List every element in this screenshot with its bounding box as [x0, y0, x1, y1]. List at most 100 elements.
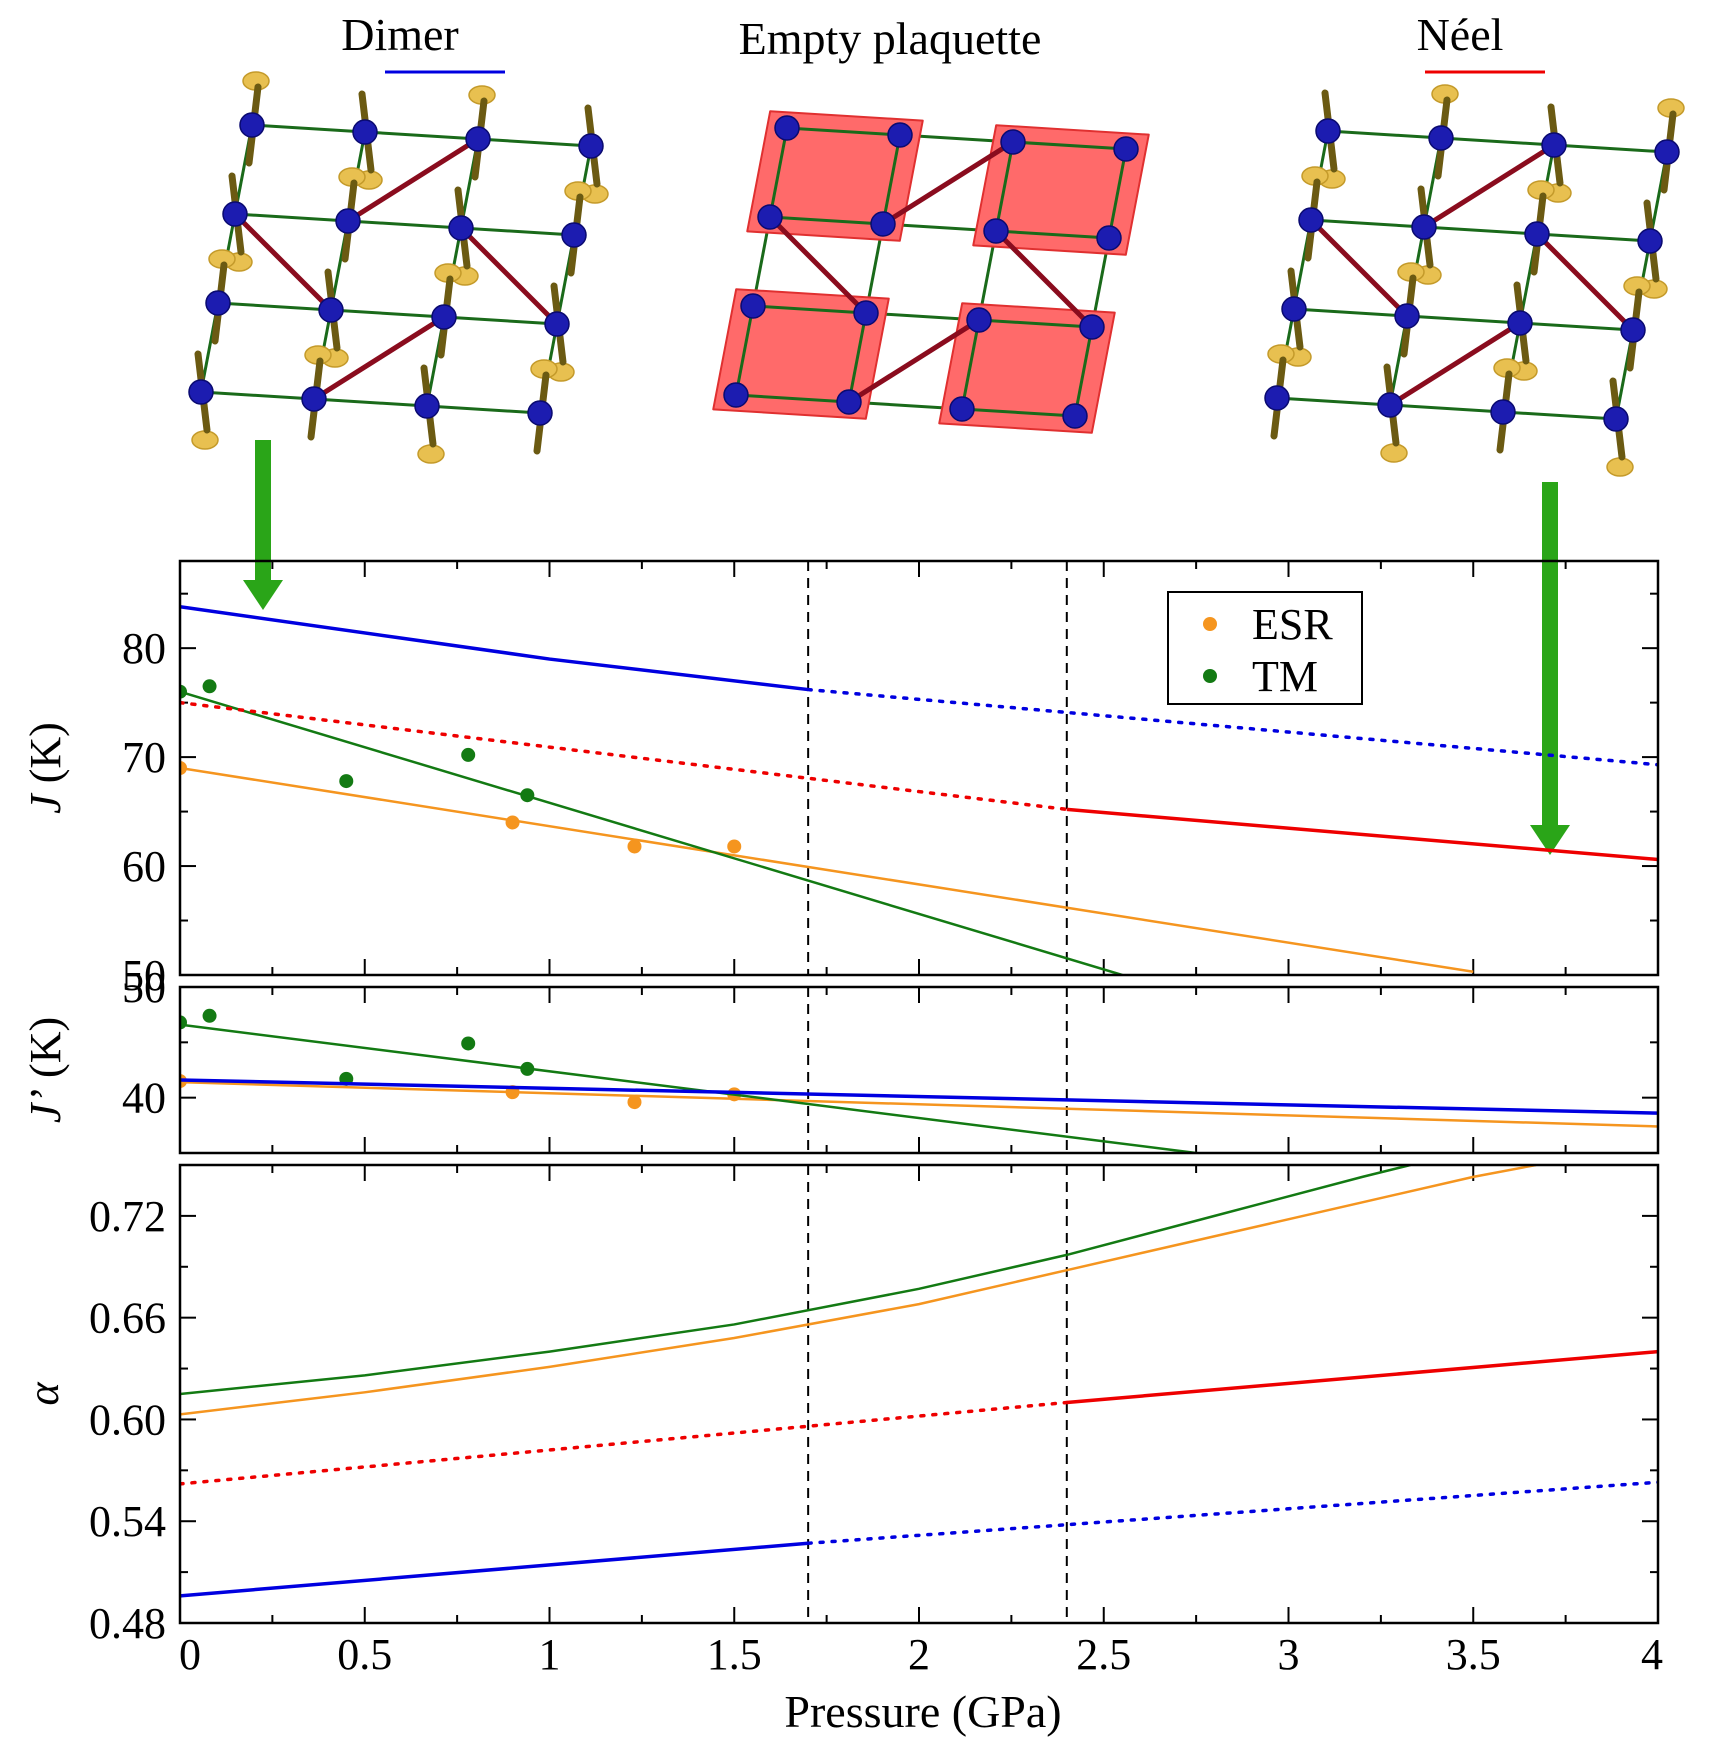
series-line	[180, 1165, 1537, 1416]
y-tick-label: 40	[122, 1074, 166, 1123]
x-tick-label: 0.5	[337, 1630, 392, 1679]
square-bond	[768, 127, 789, 218]
x-tick-label: 2	[908, 1630, 930, 1679]
panel-frame	[178, 1163, 1660, 1625]
lattice-site	[527, 400, 553, 426]
series-line	[180, 1541, 809, 1598]
square-bond	[1406, 314, 1521, 325]
y-tick-label: 0.60	[89, 1395, 166, 1444]
square-bond	[960, 319, 981, 410]
lattice-site	[723, 382, 749, 408]
lattice-illustrations	[188, 71, 1685, 477]
square-bond	[251, 123, 366, 134]
square-bond	[961, 407, 1076, 418]
lattice-site	[205, 290, 231, 316]
square-bond	[364, 130, 479, 141]
series-group	[180, 1008, 1658, 1153]
panel-frame	[178, 559, 1660, 977]
x-tick-label: 1	[539, 1630, 561, 1679]
lattice-site	[1637, 228, 1663, 254]
lattice-site	[318, 297, 344, 323]
square-bond	[769, 215, 884, 226]
lattice-site	[1000, 129, 1026, 155]
series-line	[1066, 807, 1658, 862]
y-tick-label: 0.54	[89, 1497, 166, 1546]
square-bond	[330, 308, 445, 319]
lattice-site	[836, 389, 862, 415]
spin-cone	[417, 444, 445, 464]
y-tick-label: 0.66	[89, 1294, 166, 1343]
x-tick-label: 3.5	[1446, 1630, 1501, 1679]
y-axis-label: J’ (K)	[21, 1017, 70, 1123]
lattice-site	[1298, 207, 1324, 233]
square-bond	[734, 305, 755, 396]
lattice-site	[1524, 221, 1550, 247]
lattice-site	[1428, 125, 1454, 151]
series-group	[180, 1165, 1658, 1598]
square-bond	[477, 137, 592, 148]
arrow-shaft	[255, 440, 271, 582]
neel-title: Néel	[1416, 9, 1504, 60]
diagonal-bond	[1422, 142, 1556, 230]
lattice-site	[222, 201, 248, 227]
square-bond	[443, 315, 558, 326]
y-axis-label-symbol: α	[19, 1382, 68, 1406]
square-bond	[847, 312, 868, 403]
legend-box	[1167, 591, 1363, 705]
square-bond	[995, 229, 1110, 240]
spin-cone	[1606, 457, 1634, 477]
x-tick-label: 1.5	[707, 1630, 762, 1679]
square-bond	[1553, 143, 1668, 154]
square-bond	[1012, 140, 1127, 151]
lattice-site	[578, 133, 604, 159]
series-line	[180, 1078, 1658, 1115]
y-tick-label: 50	[122, 963, 166, 1012]
square-bond	[786, 126, 901, 137]
square-bond	[200, 390, 315, 401]
square-bond	[1310, 218, 1425, 229]
lattice-site	[544, 311, 570, 337]
y-axis-label: J (K)	[21, 722, 70, 814]
data-point-tm	[461, 1036, 476, 1051]
lattice-site	[853, 300, 879, 326]
data-point-esr	[627, 839, 642, 854]
data-point-tm	[202, 1008, 217, 1023]
series-line	[180, 605, 809, 692]
lattice-site	[774, 115, 800, 141]
x-axis-label: Pressure (GPa)	[784, 1686, 1061, 1737]
lattice-site	[1490, 399, 1516, 425]
y-axis-label-symbol: J’	[21, 1089, 70, 1123]
diagonal-bond	[1388, 320, 1522, 408]
lattice-site	[966, 307, 992, 333]
plaquette-square	[972, 124, 1150, 256]
data-point-tm	[461, 747, 476, 762]
lattice-site	[301, 386, 327, 412]
square-bond	[1536, 232, 1651, 243]
series-line	[180, 690, 1123, 975]
neel-lattice	[1264, 84, 1685, 477]
data-point-esr	[727, 839, 742, 854]
arrow-head	[1530, 825, 1570, 855]
dimer-lattice	[188, 71, 609, 464]
lattice-site	[1062, 403, 1088, 429]
lattice-site	[431, 304, 457, 330]
square-bond	[1440, 136, 1555, 147]
arrow-head	[243, 580, 283, 610]
y-tick-label: 70	[122, 733, 166, 782]
diagonal-bond	[1535, 232, 1635, 332]
square-bond	[1502, 410, 1617, 421]
lattice-site	[465, 126, 491, 152]
spin-cone	[1380, 443, 1408, 463]
square-bond	[347, 219, 462, 230]
lattice-site	[448, 215, 474, 241]
dotted-series-line	[180, 1400, 1069, 1486]
square-bond	[313, 397, 428, 408]
lattice-site	[414, 393, 440, 419]
lattice-site	[1603, 406, 1629, 432]
data-point-tm	[339, 774, 354, 789]
series-line	[180, 1165, 1411, 1396]
diagonal-bond	[312, 314, 446, 402]
diagonal-bond	[847, 317, 981, 405]
lattice-site	[188, 379, 214, 405]
lattice-site	[757, 204, 783, 230]
